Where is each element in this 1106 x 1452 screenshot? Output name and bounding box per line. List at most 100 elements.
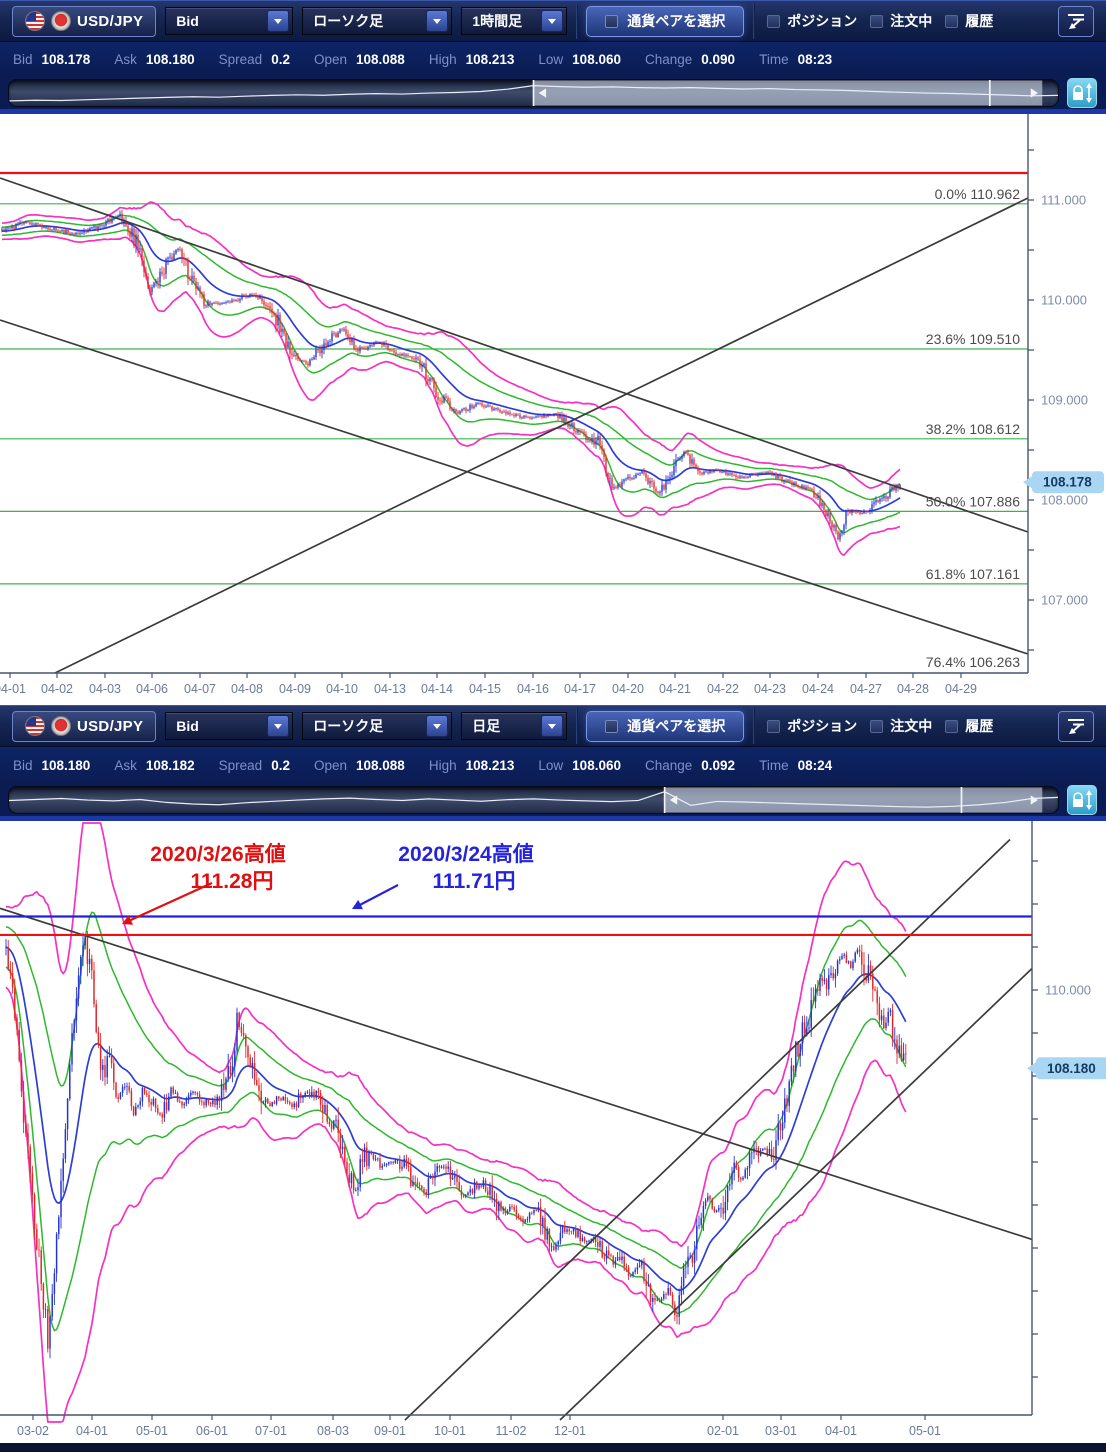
quote-label: Spread [218,51,263,67]
quote-label: Low [538,51,564,67]
navigator-track[interactable] [8,785,1059,814]
checkbox-icon [605,14,619,28]
chevron-down-icon [426,715,449,737]
svg-text:76.4% 106.263: 76.4% 106.263 [926,654,1020,670]
navigator-canvas[interactable] [9,786,1058,813]
svg-text:03-01: 03-01 [765,1424,797,1438]
timeframe-dropdown[interactable]: 日足 [461,712,568,740]
toggle-label: 注文中 [890,13,933,29]
checkbox-icon [767,14,781,28]
svg-text:61.8% 107.161: 61.8% 107.161 [926,566,1020,582]
scale-lock-button[interactable] [1067,784,1097,815]
toggle-open-orders[interactable]: 注文中 [870,716,932,736]
svg-text:05-01: 05-01 [909,1424,941,1438]
toggle-history[interactable]: 履歴 [945,716,993,736]
checkbox-icon [767,719,781,733]
svg-text:03-02: 03-02 [17,1424,49,1438]
toggle-positions[interactable]: ポジション [767,11,857,31]
quote-value: 108.213 [465,51,515,67]
select-pair-label: 通貨ペアを選択 [627,718,726,734]
chart-type-dropdown[interactable]: ローソク足 [302,712,453,740]
toggle-label: 履歴 [965,13,994,29]
quote-label: High [428,51,457,67]
quote-label: Ask [114,51,137,67]
axis-lock-icon [1073,82,1092,103]
price-type-dropdown[interactable]: Bid [165,712,294,740]
svg-text:2020/3/24高値: 2020/3/24高値 [398,842,533,866]
hourly-panel: USD/JPY Bid ローソク足 1時間足 通貨ペアを選択 ポジション 注文中 [0,0,1106,705]
svg-text:110.000: 110.000 [1041,293,1087,308]
svg-text:04-16: 04-16 [517,682,549,696]
scale-lock-button[interactable] [1067,77,1097,108]
panel-collapse-arrow-icon [1068,14,1084,29]
svg-text:04-22: 04-22 [707,682,739,696]
toggle-history[interactable]: 履歴 [945,11,993,31]
svg-text:04-01: 04-01 [76,1424,108,1438]
timeframe-dropdown[interactable]: 1時間足 [461,7,568,35]
toolbar-divider [576,3,578,39]
quote-label: Spread [218,757,263,773]
svg-text:107.000: 107.000 [1041,593,1088,608]
chart-toolbar: USD/JPY Bid ローソク足 日足 通貨ペアを選択 ポジション 注文中 [0,705,1106,747]
svg-text:0.0% 110.962: 0.0% 110.962 [935,186,1021,202]
us-flag-icon [25,11,45,31]
toggle-label: ポジション [787,718,858,734]
axis-lock-icon [1073,789,1092,810]
quote-value: 108.182 [145,757,195,773]
hourly-chart-canvas[interactable]: 0.0% 110.962 23.6% 109.510 38.2% 108.612 50… [0,114,1106,705]
svg-text:04-10: 04-10 [326,682,358,696]
us-flag-icon [25,716,45,736]
pair-label: USD/JPY [77,12,144,30]
quote-bar: Bid 108.180 Ask 108.182 Spread 0.2 Open 108.… [0,747,1106,783]
quote-value: 108.060 [572,757,621,773]
select-pair-button[interactable]: 通貨ペアを選択 [586,710,745,742]
quote-label: Low [538,757,564,773]
svg-text:108.180: 108.180 [1047,1061,1096,1076]
currency-pair-button[interactable]: USD/JPY [12,5,157,37]
quote-label: Open [313,51,348,67]
side-panel-button[interactable] [1058,710,1094,742]
side-panel-button[interactable] [1058,5,1094,37]
svg-text:111.28円: 111.28円 [191,870,274,893]
svg-text:11-02: 11-02 [495,1424,526,1438]
quote-label: Time [759,51,789,67]
svg-text:05-01: 05-01 [136,1424,168,1438]
svg-text:04-13: 04-13 [374,682,406,696]
select-pair-label: 通貨ペアを選択 [627,13,726,29]
select-pair-button[interactable]: 通貨ペアを選択 [586,5,745,37]
quote-label: Change [644,757,693,773]
svg-text:110.000: 110.000 [1045,983,1091,998]
svg-text:04-24: 04-24 [802,682,834,696]
svg-text:50.0% 107.886: 50.0% 107.886 [926,493,1020,509]
svg-text:04-03: 04-03 [89,682,121,696]
price-type-dropdown[interactable]: Bid [165,7,294,35]
svg-text:02-01: 02-01 [707,1424,739,1438]
quote-label: High [428,757,457,773]
navigator-canvas[interactable] [9,79,1058,106]
chart-type-dropdown[interactable]: ローソク足 [302,7,453,35]
svg-text:04-29: 04-29 [945,682,977,696]
chevron-down-icon [426,10,449,32]
toggle-open-orders[interactable]: 注文中 [870,11,932,31]
daily-chart-canvas[interactable]: 110.000 03-02 04-01 05-01 06-01 07-01 08-03 09-… [0,821,1106,1452]
quote-label: Time [759,757,789,773]
svg-text:04-17: 04-17 [564,682,596,696]
svg-text:108.178: 108.178 [1043,475,1092,490]
toolbar-divider [753,3,755,39]
svg-text:2020/3/26高値: 2020/3/26高値 [150,842,285,866]
currency-pair-button[interactable]: USD/JPY [12,710,157,742]
toggle-positions[interactable]: ポジション [767,716,857,736]
hourly-chart[interactable]: 0.0% 110.962 23.6% 109.510 38.2% 108.612 50… [0,114,1106,705]
navigator-track[interactable] [8,78,1059,107]
chart-navigator [0,783,1106,821]
quote-value: 0.092 [701,757,736,773]
chart-type-value: ローソク足 [313,13,384,29]
quote-value: 108.060 [572,51,621,67]
svg-text:10-01: 10-01 [434,1424,466,1438]
checkbox-icon [605,719,619,733]
pair-label: USD/JPY [77,717,144,735]
quote-label: Change [644,51,693,67]
checkbox-icon [870,719,884,733]
daily-chart[interactable]: 110.000 03-02 04-01 05-01 06-01 07-01 08-03 09-… [0,821,1106,1452]
svg-text:04-15: 04-15 [469,682,501,696]
